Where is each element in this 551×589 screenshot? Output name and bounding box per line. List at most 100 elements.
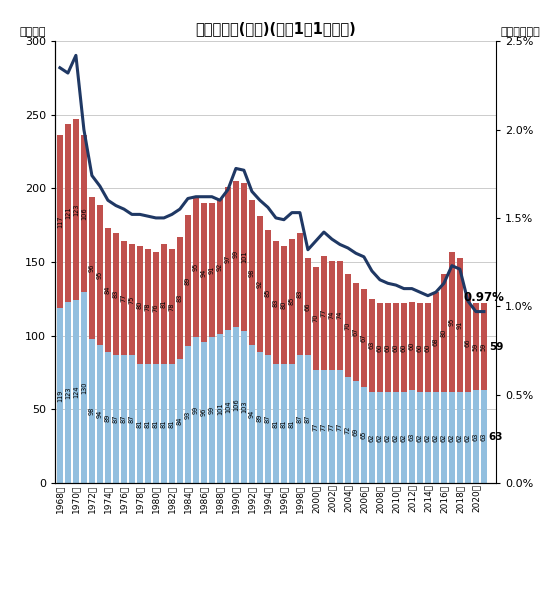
Text: 87: 87 [305, 415, 311, 423]
Text: 81: 81 [281, 419, 287, 428]
Bar [297, 355, 303, 483]
Bar [361, 289, 367, 388]
Bar [289, 239, 295, 363]
Text: 63: 63 [473, 432, 479, 441]
Text: 99: 99 [209, 406, 215, 414]
Text: 87: 87 [121, 415, 127, 423]
Text: 87: 87 [297, 415, 303, 423]
Bar [161, 244, 167, 363]
Bar [289, 363, 295, 483]
Text: 70: 70 [345, 321, 351, 330]
Bar [105, 352, 111, 483]
Bar [473, 390, 479, 483]
Text: 77: 77 [321, 309, 327, 317]
Bar [129, 244, 135, 355]
Bar [73, 300, 79, 483]
Bar [281, 246, 287, 363]
Text: 77: 77 [329, 422, 335, 431]
Text: 60: 60 [409, 342, 415, 350]
Bar [201, 203, 207, 342]
Bar [225, 330, 231, 483]
Text: 62: 62 [449, 433, 455, 442]
Text: 59: 59 [481, 343, 487, 351]
Bar [273, 241, 279, 363]
Text: 117: 117 [57, 216, 63, 228]
Text: 83: 83 [297, 290, 303, 298]
Bar [89, 339, 95, 483]
Bar [153, 252, 159, 363]
Bar [465, 392, 471, 483]
Bar [401, 392, 407, 483]
Title: 新成人人口(万人)(各年1月1日現在): 新成人人口(万人)(各年1月1日現在) [195, 21, 356, 36]
Text: 67: 67 [361, 334, 367, 342]
Bar [225, 187, 231, 330]
Bar [233, 327, 239, 483]
Text: 70: 70 [313, 314, 319, 322]
Text: 94: 94 [201, 268, 207, 277]
Text: 89: 89 [105, 413, 111, 422]
Bar [313, 370, 319, 483]
Bar [385, 303, 391, 392]
Text: 77: 77 [337, 422, 343, 431]
Bar [185, 215, 191, 346]
Bar [97, 345, 103, 483]
Bar [233, 181, 239, 327]
Text: 96: 96 [201, 408, 207, 416]
Text: 89: 89 [257, 413, 263, 422]
Text: 60: 60 [401, 343, 407, 352]
Text: 66: 66 [305, 302, 311, 310]
Text: 77: 77 [121, 294, 127, 302]
Bar [257, 216, 263, 352]
Bar [137, 246, 143, 363]
Text: 59: 59 [489, 342, 503, 352]
Text: 123: 123 [73, 204, 79, 216]
Bar [417, 392, 423, 483]
Bar [57, 135, 63, 307]
Text: 60: 60 [417, 343, 423, 352]
Text: 80: 80 [137, 300, 143, 309]
Bar [241, 183, 247, 331]
Text: 95: 95 [449, 317, 455, 326]
Text: 130: 130 [81, 381, 87, 393]
Text: 67: 67 [353, 328, 359, 336]
Text: 98: 98 [89, 406, 95, 415]
Text: 81: 81 [153, 419, 159, 428]
Bar [97, 205, 103, 345]
Text: 119: 119 [57, 389, 63, 402]
Bar [377, 303, 383, 392]
Bar [385, 392, 391, 483]
Text: 60: 60 [425, 343, 431, 352]
Bar [305, 258, 311, 355]
Text: 72: 72 [345, 426, 351, 434]
Bar [57, 307, 63, 483]
Text: 81: 81 [145, 419, 151, 428]
Text: 83: 83 [113, 290, 119, 298]
Bar [409, 390, 415, 483]
Text: 84: 84 [105, 286, 111, 294]
Bar [153, 363, 159, 483]
Text: 94: 94 [249, 409, 255, 418]
Bar [449, 392, 455, 483]
Bar [425, 392, 431, 483]
Text: 93: 93 [185, 411, 191, 419]
Bar [393, 392, 399, 483]
Bar [145, 363, 151, 483]
Text: 62: 62 [465, 433, 471, 442]
Bar [369, 392, 375, 483]
Bar [145, 249, 151, 363]
Bar [273, 363, 279, 483]
Text: （総人口比）: （総人口比） [500, 27, 540, 37]
Bar [481, 303, 487, 390]
Bar [249, 200, 255, 345]
Text: 68: 68 [433, 337, 439, 346]
Bar [465, 294, 471, 392]
Text: 74: 74 [337, 311, 343, 319]
Bar [161, 363, 167, 483]
Bar [169, 249, 175, 363]
Bar [81, 135, 87, 292]
Text: 0.97%: 0.97% [464, 291, 505, 304]
Text: 78: 78 [169, 302, 175, 310]
Bar [209, 337, 215, 483]
Bar [65, 302, 71, 483]
Bar [185, 346, 191, 483]
